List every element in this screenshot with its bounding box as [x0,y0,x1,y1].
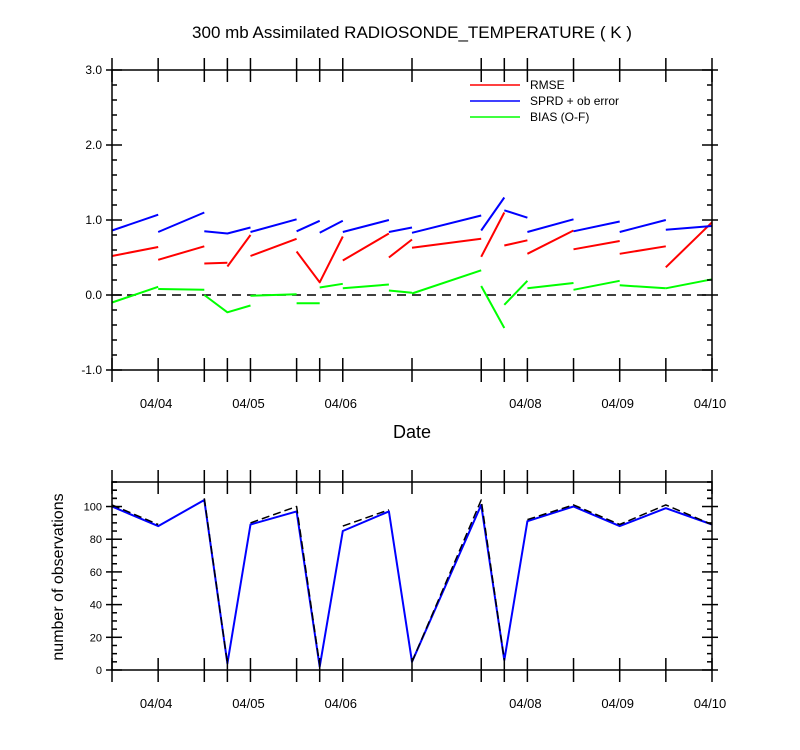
y-tick-label: 2.0 [85,138,102,152]
series-line-sprd-ob-error [388,226,413,233]
series-line-bias-o-f [665,278,713,290]
y-tick-label: 0 [96,665,102,677]
x-tick-label: 04/09 [601,696,634,711]
series-line-bias-o-f [573,279,620,291]
series-line-rmse [573,240,620,251]
series-line-sprd-ob-error [157,211,205,233]
series-line-rmse [342,232,390,262]
legend: RMSE SPRD + ob error BIAS (O-F) [470,78,619,124]
x-tick-label: 04/10 [694,396,727,411]
series-rmse [111,212,713,284]
top-panel: 300 mb Assimilated RADIOSONDE_TEMPERATUR… [81,23,726,442]
series-line-possible [527,504,713,526]
top-tick-labels: -1.0 0.0 1.0 2.0 3.0 04/04 04/05 04/06 04/08 04/0… [81,63,726,411]
x-tick-label: 04/04 [140,696,173,711]
top-series [111,196,713,329]
x-tick-label: 04/05 [232,696,265,711]
bottom-ticks [106,470,718,682]
series-line-rmse [619,245,666,255]
y-tick-label: 20 [90,632,102,644]
y-tick-label: 100 [84,502,102,514]
x-tick-label: 04/04 [140,396,173,411]
series-used [111,499,713,668]
series-bias-o-f [111,269,713,329]
bottom-series [111,498,713,668]
series-line-sprd-ob-error [619,219,667,233]
x-tick-label: 04/06 [324,396,357,411]
series-line-sprd-ob-error [296,219,321,233]
series-line-sprd-ob-error [527,218,574,233]
series-line-bias-o-f [342,283,389,290]
series-line-rmse [526,229,574,255]
series-line-rmse [295,236,344,284]
series-line-rmse [480,212,506,258]
top-ticks [106,58,718,382]
series-line-bias-o-f [388,289,413,294]
y-axis-label: number of observations [50,493,67,660]
x-axis-label: Date [393,422,431,442]
series-line-bias-o-f [203,294,251,314]
y-tick-label: -1.0 [81,363,102,377]
series-line-rmse [665,221,713,269]
legend-label-rmse: RMSE [530,78,565,92]
series-line-bias-o-f [503,280,529,306]
series-line-rmse [388,238,413,259]
y-tick-label: 0.0 [85,288,102,302]
y-tick-label: 60 [90,567,102,579]
series-line-possible [250,505,321,666]
x-tick-label: 04/06 [324,696,357,711]
series-line-sprd-ob-error [480,196,506,232]
series-line-bias-o-f [411,269,482,295]
series-line-bias-o-f [319,282,343,289]
series-possible [111,498,713,666]
y-tick-label: 1.0 [85,213,102,227]
series-line-sprd-ob-error [319,219,344,234]
series-line-bias-o-f [111,285,159,304]
series-line-rmse [204,261,228,265]
series-line-sprd-ob-error [204,226,251,235]
series-line-rmse [411,237,482,249]
series-line-bias-o-f [480,285,506,329]
series-line-sprd-ob-error [111,213,159,232]
bottom-tick-labels: 0 20 40 60 80 100 04/04 04/05 04/06 04/08 04/09 04/… [84,502,727,711]
series-line-bias-o-f [250,293,297,297]
series-line-rmse [504,239,528,247]
chart-title: 300 mb Assimilated RADIOSONDE_TEMPERATUR… [192,23,632,42]
series-line-sprd-ob-error [665,225,713,231]
top-plot-frame [111,69,713,371]
series-line-sprd-ob-error [573,220,620,233]
series-line-used [111,499,713,668]
x-tick-label: 04/08 [509,696,542,711]
y-tick-label: 3.0 [85,63,102,77]
series-line-sprd-ob-error [503,209,528,219]
series-line-sprd-ob-error [411,214,482,234]
series-line-rmse [111,246,159,257]
x-tick-label: 04/09 [601,396,634,411]
x-tick-label: 04/10 [694,696,727,711]
y-tick-label: 40 [90,600,102,612]
series-line-bias-o-f [619,284,666,290]
series-line-sprd-ob-error [250,218,297,233]
series-line-bias-o-f [158,288,205,291]
series-line-possible [203,498,229,664]
series-line-rmse [157,245,205,261]
series-line-possible [111,504,159,526]
legend-label-bias: BIAS (O-F) [530,110,589,124]
series-line-possible [411,499,506,663]
y-tick-label: 80 [90,534,102,546]
x-tick-label: 04/08 [509,396,542,411]
series-line-possible [342,509,390,527]
bottom-plot-frame [111,481,713,671]
series-line-bias-o-f [527,282,574,290]
series-line-rmse [250,237,297,257]
series-sprd-ob-error [111,196,713,235]
bottom-panel: 0 20 40 60 80 100 04/04 04/05 04/06 04/08 04/09 04/… [50,470,726,711]
legend-label-sprd: SPRD + ob error [530,94,619,108]
series-line-rmse [226,234,252,268]
series-line-sprd-ob-error [342,219,390,233]
x-tick-label: 04/05 [232,396,265,411]
